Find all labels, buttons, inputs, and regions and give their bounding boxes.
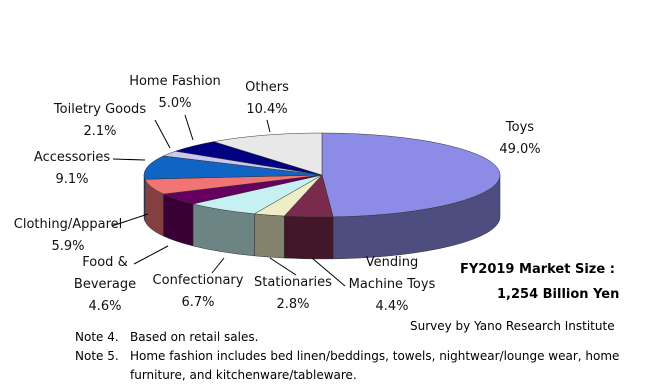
value-label: 9.1% (55, 172, 89, 187)
data-label: Toiletry Goods 2.1% (20, 99, 180, 143)
note-label: Note 4. (75, 330, 119, 344)
value-label: 6.7% (181, 295, 215, 310)
value-label: 10.4% (246, 102, 288, 117)
value-label: 5.9% (51, 239, 85, 254)
category-label: Toys (505, 120, 535, 135)
category-label: Clothing/Apparel (13, 217, 123, 232)
note-text: Based on retail sales. (130, 330, 259, 344)
note: Note 4. Based on retail sales. (75, 328, 620, 347)
note-label: Note 5. (75, 349, 119, 363)
category-label: Others (245, 80, 289, 95)
value-label: 49.0% (499, 142, 541, 157)
value-label: 2.1% (83, 124, 117, 139)
slice (321, 132, 501, 218)
data-label: Vending Machine Toys 4.4% (342, 252, 442, 318)
value-label: 5.0% (158, 96, 192, 111)
value-label: 4.4% (375, 299, 409, 314)
note-text: Home fashion includes bed linen/beddings… (130, 349, 620, 382)
slice (143, 155, 323, 180)
category-label: Toiletry Goods (53, 102, 147, 117)
note: Note 5. Home fashion includes bed linen/… (75, 347, 620, 385)
data-label: Stationaries 2.8% (213, 272, 373, 316)
leader-line (112, 158, 146, 161)
data-label: Toys 49.0% (440, 117, 600, 161)
slice-side (254, 213, 285, 259)
slice-side (284, 215, 334, 260)
data-label: Home Fashion 5.0% (95, 71, 255, 115)
value-label: 2.8% (276, 297, 310, 312)
value-label: 4.6% (88, 299, 122, 314)
leader-line (184, 114, 194, 141)
category-label: Confectionary (152, 273, 244, 288)
category-label: Stationaries (254, 275, 332, 290)
category-label: Accessories (33, 150, 111, 165)
market-size-label: FY2019 Market Size : (460, 262, 615, 277)
category-label: Food & Beverage (73, 255, 137, 292)
slice (213, 132, 323, 176)
leader-line (266, 119, 271, 133)
data-label: Others 10.4% (187, 77, 347, 121)
market-size: 1,254 Billion Yen (497, 287, 620, 302)
leader-line (133, 245, 169, 265)
leader-line (111, 213, 149, 227)
data-label: Clothing/Apparel 5.9% (0, 214, 148, 258)
data-label: Food & Beverage 4.6% (70, 252, 140, 318)
leader-line (154, 119, 171, 149)
category-label: Vending Machine Toys (348, 255, 436, 292)
data-label: Accessories 9.1% (0, 147, 152, 191)
leader-line (211, 257, 225, 274)
category-label: Home Fashion (129, 74, 221, 89)
leader-line (311, 257, 346, 287)
data-label: Confectionary 6.7% (118, 270, 278, 314)
leader-line (269, 257, 297, 276)
source: Survey by Yano Research Institute (410, 319, 615, 333)
